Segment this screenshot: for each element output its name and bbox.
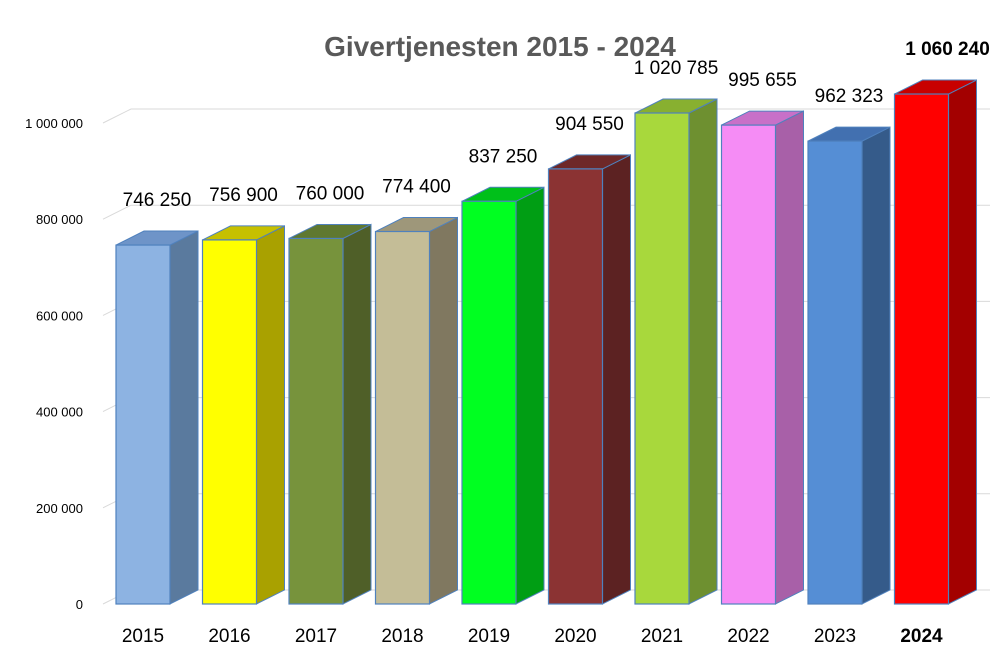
data-label: 746 250	[123, 190, 192, 211]
bar-front	[201, 239, 258, 605]
bar-2020	[547, 154, 631, 605]
x-tick-label: 2024	[900, 626, 943, 647]
y-tick-label: 800 000	[36, 212, 83, 227]
x-tick-label: 2021	[641, 626, 683, 647]
bar-2023	[807, 126, 891, 605]
data-label: 760 000	[296, 183, 365, 204]
gridline-depth	[102, 204, 132, 220]
data-label: 1 060 240	[905, 39, 990, 60]
x-tick-label: 2019	[468, 626, 510, 647]
y-tick-label: 0	[76, 597, 83, 612]
bar-2016	[201, 225, 285, 605]
data-label: 1 020 785	[634, 58, 719, 79]
y-tick-label: 600 000	[36, 308, 83, 323]
x-axis: 2015 2016 2017 2018 2019 2020 2021 2022 2023 2024	[122, 626, 943, 647]
x-tick-label: 2018	[381, 626, 423, 647]
bar-side	[342, 223, 372, 605]
x-tick-label: 2016	[208, 626, 250, 647]
bar-side	[256, 225, 285, 605]
bars	[115, 79, 977, 605]
y-tick-label: 1 000 000	[25, 116, 83, 131]
bar-front	[893, 93, 950, 605]
x-tick-label: 2015	[122, 626, 164, 647]
data-label: 756 900	[209, 185, 278, 206]
bar-side	[948, 79, 977, 605]
bar-front	[720, 124, 777, 605]
data-label: 837 250	[469, 146, 538, 167]
data-label: 962 323	[815, 86, 884, 107]
x-tick-label: 2020	[554, 626, 596, 647]
bar-side	[602, 154, 631, 605]
y-axis: 0 200 000 400 000 600 000 800 000 1 000 000	[25, 116, 83, 612]
data-labels: 746 250 756 900 760 000 774 400 837 250 904 5…	[123, 39, 990, 211]
bar-2021	[634, 98, 718, 605]
bar-2018	[374, 216, 458, 605]
bar-front	[461, 200, 517, 605]
bar-front	[374, 230, 431, 605]
bar-2019	[461, 186, 545, 605]
data-label: 904 550	[555, 114, 624, 135]
x-tick-label: 2023	[814, 626, 856, 647]
bar-side	[688, 98, 718, 605]
bar-front	[634, 112, 690, 605]
bar-2017	[288, 223, 372, 605]
bar-2015	[115, 230, 199, 605]
y-tick-label: 400 000	[36, 405, 83, 420]
bar-front	[547, 168, 604, 605]
chart-title: Givertjenesten 2015 - 2024	[324, 31, 676, 62]
y-tick-label: 200 000	[36, 501, 83, 516]
gridline-depth	[102, 108, 132, 124]
bar-front	[115, 244, 171, 605]
bar-front	[288, 237, 344, 605]
data-label: 995 655	[728, 70, 797, 91]
bar-side	[429, 216, 458, 605]
bar-side	[169, 230, 199, 605]
bar-side	[861, 126, 891, 605]
data-label: 774 400	[382, 177, 451, 198]
bar-2022	[720, 110, 804, 605]
bar-side	[515, 186, 545, 605]
x-tick-label: 2017	[295, 626, 337, 647]
bar-front	[807, 140, 863, 605]
bar-side	[775, 110, 804, 605]
bar-2024	[893, 79, 977, 605]
x-tick-label: 2022	[727, 626, 769, 647]
